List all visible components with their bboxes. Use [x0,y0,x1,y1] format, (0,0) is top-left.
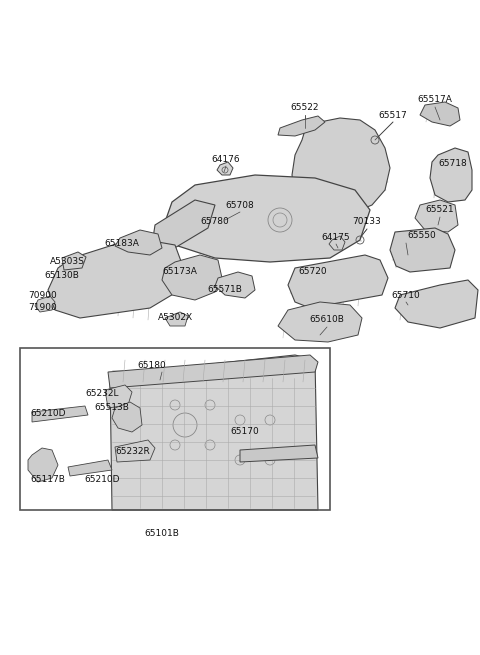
Polygon shape [105,385,132,408]
Bar [20,348,330,510]
Text: 65180: 65180 [138,360,167,369]
Text: A5302X: A5302X [157,314,192,322]
Text: 64176: 64176 [212,155,240,164]
Polygon shape [115,230,162,255]
Polygon shape [110,355,318,510]
Text: 65130B: 65130B [45,272,79,280]
Polygon shape [240,445,318,462]
Polygon shape [329,236,345,250]
Text: 65232L: 65232L [85,388,119,398]
Polygon shape [68,460,112,476]
Polygon shape [415,200,458,232]
Text: 71900: 71900 [29,303,58,312]
Text: 65183A: 65183A [105,238,139,248]
Polygon shape [152,200,215,252]
Text: 65610B: 65610B [310,316,345,324]
Polygon shape [35,296,55,312]
Text: 65720: 65720 [299,267,327,276]
Polygon shape [278,302,362,342]
Polygon shape [215,272,255,298]
Polygon shape [217,162,233,175]
Text: 65710: 65710 [392,291,420,299]
Text: 65517: 65517 [379,111,408,119]
Polygon shape [162,255,222,300]
Text: A5303S: A5303S [49,257,84,267]
Polygon shape [28,448,58,482]
Text: 65550: 65550 [408,231,436,240]
Text: 65117B: 65117B [31,474,65,483]
Polygon shape [62,252,86,270]
Polygon shape [395,280,478,328]
Polygon shape [165,175,370,262]
Polygon shape [165,312,188,326]
Text: 65170: 65170 [230,426,259,436]
Text: 65718: 65718 [439,159,468,168]
Text: 64175: 64175 [322,233,350,242]
Text: 65232R: 65232R [116,447,150,457]
Text: 65517A: 65517A [418,96,453,105]
Text: 65708: 65708 [226,200,254,210]
Text: 65513B: 65513B [95,403,130,411]
Text: 65210D: 65210D [30,409,66,417]
Text: 65571B: 65571B [207,286,242,295]
Text: 65173A: 65173A [163,267,197,276]
Polygon shape [430,148,472,202]
Text: 65522: 65522 [291,103,319,113]
Text: 65780: 65780 [201,217,229,227]
Polygon shape [108,355,318,388]
Polygon shape [278,116,325,136]
Polygon shape [288,255,388,308]
Text: 65521: 65521 [426,206,454,214]
Text: 65101B: 65101B [144,529,180,538]
Polygon shape [48,238,185,318]
Polygon shape [112,402,142,432]
Text: 70900: 70900 [29,291,58,299]
Polygon shape [420,102,460,126]
Polygon shape [115,440,155,462]
Text: 70133: 70133 [353,217,382,227]
Polygon shape [32,406,88,422]
Polygon shape [292,118,390,215]
Text: 65210D: 65210D [84,474,120,483]
Polygon shape [390,228,455,272]
